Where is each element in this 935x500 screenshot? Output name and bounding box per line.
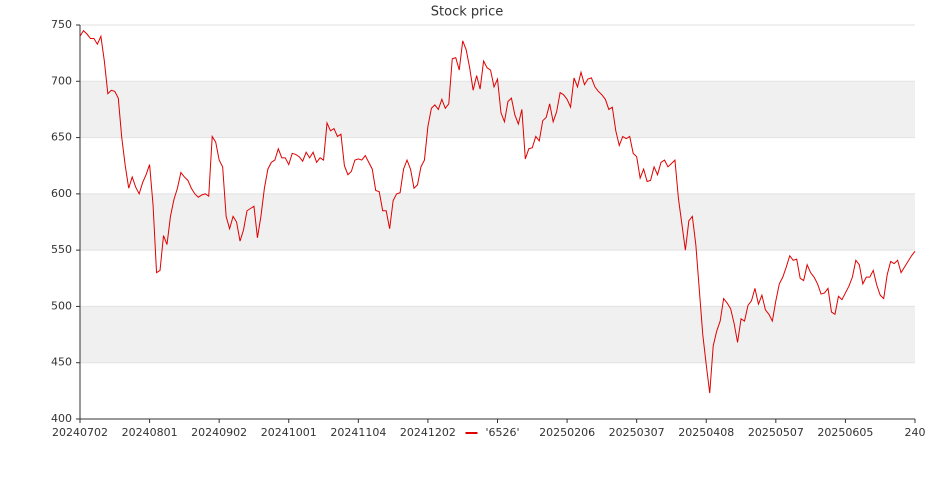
grid-band [80,306,915,363]
x-tick-label: 20241104 [330,426,386,439]
x-tick-label: 20250605 [817,426,873,439]
x-tick-label: 20250307 [609,426,665,439]
x-tick-label: 20240902 [191,426,247,439]
grid-band [80,193,915,251]
y-tick-label: 650 [51,131,72,144]
y-tick-label: 600 [51,187,72,200]
y-tick-label: 450 [51,356,72,369]
chart-title: Stock price [431,5,503,20]
series-line [79,29,916,394]
x-tick-label: 20240801 [122,426,178,439]
x-tick-label: 240 [905,426,926,439]
legend-label: '6526' [485,426,519,439]
x-tick-label: 20240702 [52,426,108,439]
y-tick-label: 700 [51,74,72,87]
x-tick-label: 20241001 [261,426,317,439]
x-tick-label: 20241202 [400,426,456,439]
x-tick-label: 20250206 [539,426,595,439]
y-tick-label: 550 [51,243,72,256]
y-tick-label: 500 [51,299,72,312]
legend-box [461,425,534,441]
legend: '6526' [461,425,534,441]
grid-band [80,81,915,138]
x-tick-label: 20250408 [678,426,734,439]
x-tick-label: 20250507 [748,426,804,439]
y-tick-label: 750 [51,18,72,31]
y-tick-label: 400 [51,412,72,425]
